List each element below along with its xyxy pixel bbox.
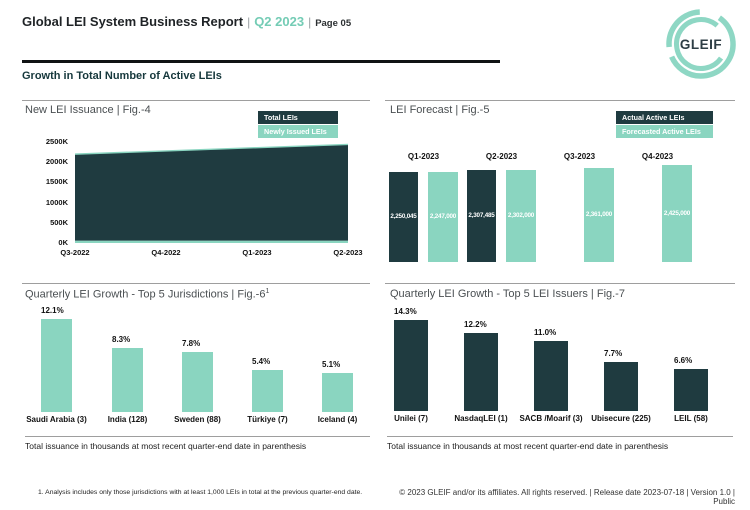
gleif-logo-text: GLEIF [680, 37, 722, 52]
fig5-bar-value-label: 2,247,000 [429, 213, 457, 221]
caption-divider [387, 436, 733, 437]
fig5-bar-value-label: 2,361,000 [585, 210, 613, 218]
fig5-quarter-label: Q4-2023 [641, 152, 674, 161]
fig6-category-label: Saudi Arabia (3) [26, 415, 87, 424]
fig7-category-label: Unilei (7) [394, 414, 428, 423]
fig4-total-leis-area [75, 144, 348, 241]
fig5-quarter-label: Q3-2023 [563, 152, 596, 161]
fig5-bar-value-label: 2,425,000 [663, 209, 691, 217]
header-rule [22, 60, 500, 63]
fig7-category-label: SACB /Moarif (3) [519, 414, 583, 423]
fig5-forecast-bar: 2,302,000 [506, 169, 536, 262]
fig5-forecast-bar: 2,361,000 [584, 167, 614, 262]
fig4-ytick-label: 500K [50, 217, 68, 227]
fig6-title-superscript: 1 [265, 288, 270, 295]
legend-item-newly-issued-leis: Newly Issued LEIs [258, 125, 338, 138]
report-header: Global LEI System Business Report | Q2 202… [22, 13, 351, 31]
fig4-xtick-label: Q3-2022 [60, 248, 90, 257]
header-separator: | [308, 15, 312, 29]
fig7-caption: Total issuance in thousands at most rece… [387, 441, 669, 451]
fig4-area-top-edge [75, 143, 349, 155]
fig5-quarter-label: Q2-2023 [485, 152, 518, 161]
fig4-ytick-label: 0K [58, 238, 68, 247]
page-number: Page 05 [315, 18, 352, 29]
fig6-title: Quarterly LEI Growth - Top 5 Jurisdictio… [25, 288, 269, 301]
fig7-bar [534, 341, 568, 411]
panel-divider [22, 283, 370, 284]
fig4-ytick-label: 2500K [45, 137, 68, 146]
fig4-newly-issued-area [75, 240, 348, 243]
fig4-xtick-label: Q2-2023 [333, 248, 363, 257]
fig5-legend: Actual Active LEIs Forecasted Active LEI… [616, 111, 713, 138]
copyright-line: © 2023 GLEIF and/or its affiliates. All … [399, 488, 735, 506]
fig6-caption: Total issuance in thousands at most rece… [25, 441, 307, 451]
fig7-bar [464, 333, 498, 411]
header-separator: | [247, 15, 251, 29]
panel-divider [22, 100, 370, 101]
fig4-ytick-label: 2000K [45, 157, 68, 167]
fig6-category-label: India (128) [107, 415, 148, 424]
section-title: Growth in Total Number of Active LEIs [22, 70, 222, 82]
fig7-title: Quarterly LEI Growth - Top 5 LEI Issuers… [390, 288, 625, 300]
panel-divider [385, 283, 735, 284]
fig6-title-text: Quarterly LEI Growth - Top 5 Jurisdictio… [25, 288, 266, 301]
report-period: Q2 2023 [254, 14, 305, 29]
fig7-value-label: 7.7% [604, 349, 623, 358]
fig5-forecast-bar: 2,247,000 [428, 172, 458, 262]
fig6-value-label: 5.4% [252, 357, 271, 366]
fig4-area-plot [75, 143, 349, 243]
fig7-bar [674, 369, 708, 411]
legend-item-forecasted-active-leis: Forecasted Active LEIs [616, 125, 713, 138]
legend-item-actual-active-leis: Actual Active LEIs [616, 111, 713, 124]
fig6-bar [252, 370, 283, 412]
fig7-category-label: NasdaqLEI (1) [454, 414, 508, 423]
footnote: 1. Analysis includes only those jurisdic… [38, 489, 363, 496]
fig5-title: LEI Forecast | Fig.-5 [390, 104, 490, 116]
fig7-category-label: LEIL (58) [674, 414, 708, 423]
gleif-logo: GLEIF [666, 9, 736, 79]
fig6-value-label: 12.1% [41, 306, 64, 315]
fig6-bar [41, 319, 72, 412]
fig5-bar-value-label: 2,250,045 [390, 212, 417, 220]
fig6-value-label: 8.3% [112, 335, 131, 344]
fig6-bar [322, 373, 353, 412]
fig5-forecast-bar: 2,425,000 [662, 165, 692, 262]
fig7-value-label: 11.0% [534, 328, 557, 337]
fig6-category-label: Sweden (88) [174, 415, 221, 424]
fig5-bar-value-label: 2,302,000 [507, 211, 535, 219]
fig7-value-label: 14.3% [394, 307, 417, 316]
fig4-title: New LEI Issuance | Fig.-4 [25, 104, 151, 116]
fig6-category-label: Türkiye (7) [247, 415, 288, 424]
fig4-xtick-label: Q4-2022 [151, 248, 181, 257]
fig6-value-label: 5.1% [322, 360, 341, 369]
legend-item-total-leis: Total LEIs [258, 111, 338, 124]
fig4-ytick-label: 1000K [45, 197, 68, 207]
fig7-value-label: 6.6% [674, 356, 693, 365]
fig4-ytick-label: 1500K [45, 177, 68, 187]
fig6-bar [112, 348, 143, 412]
fig5-quarter-label: Q1-2023 [407, 152, 440, 161]
fig6-value-label: 7.8% [182, 339, 201, 348]
fig6-bar [182, 352, 213, 412]
fig4-legend: Total LEIs Newly Issued LEIs [258, 111, 338, 138]
panel-divider [385, 100, 735, 101]
fig7-value-label: 12.2% [464, 320, 487, 329]
report-title: Global LEI System Business Report [22, 14, 244, 29]
fig7-bar [394, 320, 428, 411]
caption-divider [25, 436, 370, 437]
fig6-category-label: Iceland (4) [317, 415, 358, 424]
fig7-bar [604, 362, 638, 411]
fig7-category-label: Ubisecure (225) [591, 414, 651, 423]
fig4-xtick-label: Q1-2023 [242, 248, 272, 257]
fig5-actual-bar: 2,307,485 [467, 169, 496, 262]
fig5-actual-bar: 2,250,045 [389, 171, 418, 262]
fig5-bar-value-label: 2,307,485 [468, 211, 495, 219]
